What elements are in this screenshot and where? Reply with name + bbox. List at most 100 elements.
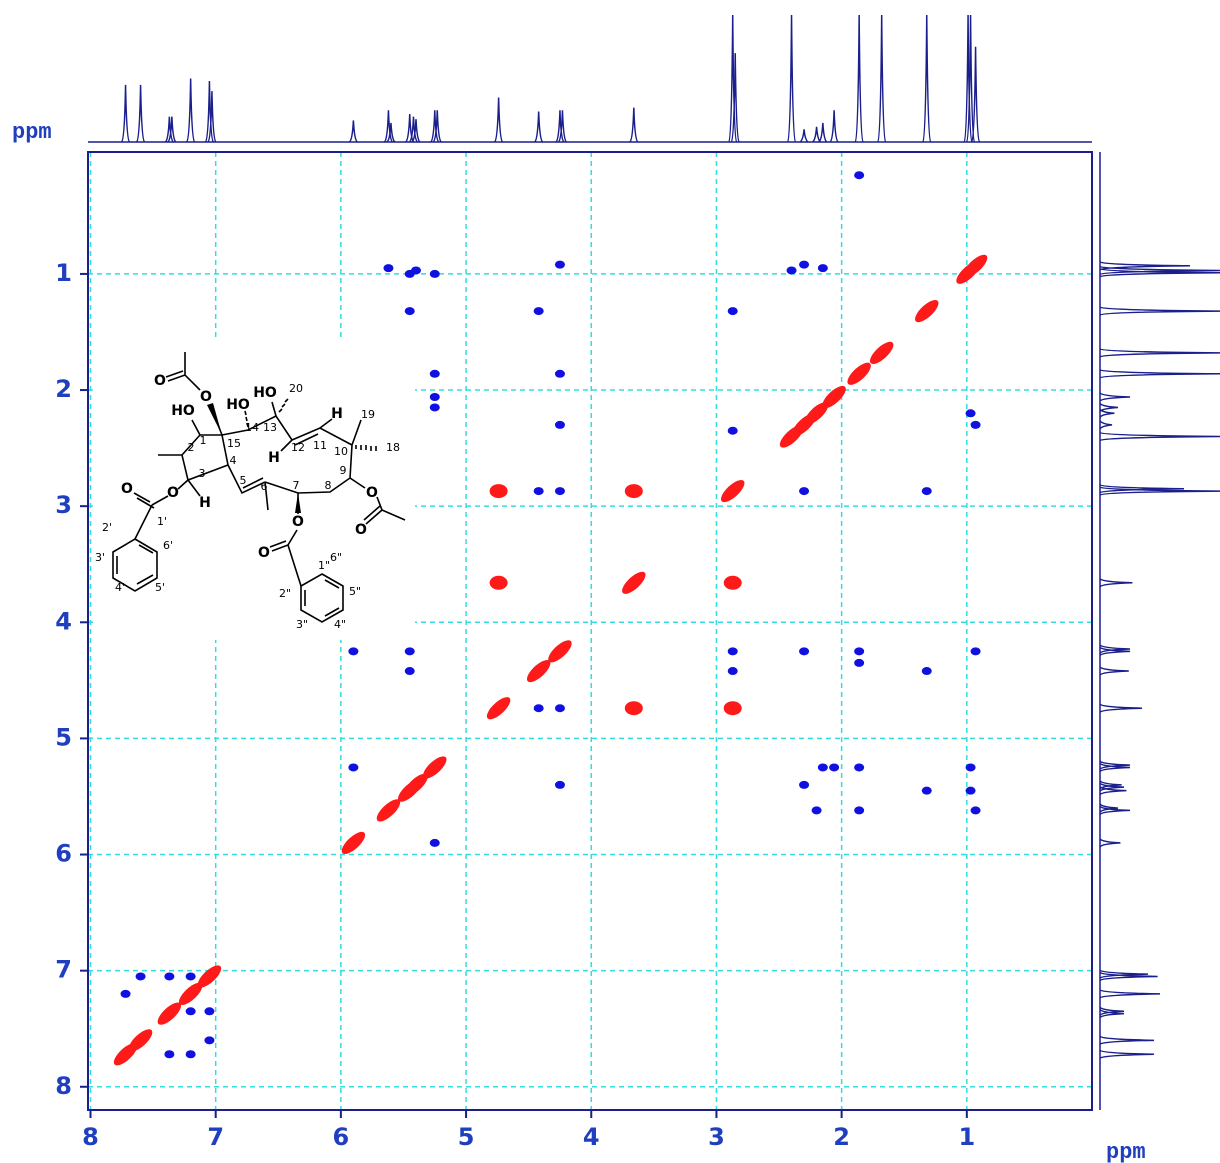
top-projection-peak	[185, 78, 196, 143]
x-tick-label: 4	[583, 1123, 600, 1151]
right-projection-peak	[1099, 484, 1185, 494]
y-tick-label: 2	[55, 375, 72, 403]
cross-peak	[854, 647, 865, 656]
y-tick-label: 8	[55, 1072, 72, 1100]
top-projection-peak	[555, 110, 565, 143]
top-projection-peak	[799, 129, 809, 143]
bonds	[112, 352, 406, 623]
diagonal-peak	[869, 341, 894, 364]
diagonal-peak	[157, 1002, 182, 1025]
atom-label: O	[154, 373, 166, 389]
x-tick-label: 2	[833, 1123, 850, 1151]
cross-peak	[921, 487, 932, 496]
y-tick-label: 7	[55, 956, 72, 984]
cross-peak	[429, 269, 440, 278]
diagonal-peak	[376, 799, 401, 822]
top-projection-peak	[120, 84, 131, 143]
y-tick-label: 3	[55, 491, 72, 519]
diagonal-peak	[197, 965, 222, 988]
atom-number: 1'	[157, 515, 167, 528]
cross-peak	[921, 667, 932, 676]
top-projection-peak	[411, 119, 421, 143]
top-projection-peak	[408, 116, 419, 143]
right-projection-peak	[1099, 703, 1143, 713]
atom-label: O	[167, 485, 179, 501]
right-projection-peak	[1099, 989, 1161, 999]
top-projection-peak	[405, 114, 415, 143]
right-projection-peak	[1099, 402, 1119, 412]
atom-label: H	[268, 450, 280, 466]
cross-peak	[164, 1050, 175, 1059]
cross-peak	[921, 786, 932, 795]
atom-number: 12	[291, 441, 305, 454]
y-tick-label: 5	[55, 723, 72, 751]
atom-number: 20	[289, 382, 303, 395]
diagonal-peak	[341, 831, 366, 855]
cross-peak	[799, 260, 810, 269]
right-projection-peak	[1099, 348, 1220, 358]
right-projection-peak	[1099, 969, 1149, 979]
right-projection-peak	[1099, 306, 1220, 316]
cross-peak	[554, 420, 565, 429]
atom-number: 4"	[334, 618, 346, 631]
cross-peak	[965, 409, 976, 418]
cross-peak	[723, 701, 742, 716]
cross-peak	[799, 780, 810, 789]
cross-peak	[185, 1050, 196, 1059]
cross-peak	[854, 763, 865, 772]
top-projection-peak	[430, 110, 440, 143]
atom-number: 18	[386, 441, 400, 454]
cross-peak	[854, 658, 865, 667]
atom-label: O	[355, 522, 367, 538]
atom-number: 3	[199, 467, 206, 480]
cross-peak	[164, 972, 175, 981]
top-projection-peak	[970, 46, 981, 143]
cross-peak	[965, 786, 976, 795]
diagonal-peak	[847, 362, 871, 385]
right-projection-peak	[1099, 838, 1121, 848]
right-projection-peak	[1099, 780, 1122, 790]
atom-number: 8	[325, 479, 332, 492]
cross-peak	[429, 403, 440, 412]
atom-number: 14	[245, 421, 259, 434]
cross-peak	[185, 972, 196, 981]
top-projection-peak	[383, 110, 394, 143]
cross-peak	[970, 647, 981, 656]
cross-peak	[554, 487, 565, 496]
right-projection-peak	[1099, 431, 1220, 442]
cross-peak	[624, 701, 643, 716]
top-projection-peak	[135, 84, 146, 143]
cross-peak	[348, 647, 359, 656]
atom-number: 4	[230, 454, 237, 467]
right-projection-peak	[1099, 369, 1220, 379]
cross-peak	[120, 989, 131, 998]
diagonal-peak	[622, 571, 646, 594]
diagonal-peak	[526, 659, 551, 683]
right-projection-peak	[1099, 1006, 1125, 1016]
right-projection-peak	[1099, 805, 1131, 815]
cross-peak	[489, 575, 508, 590]
cross-peak	[429, 838, 440, 847]
diagonal-peak	[178, 982, 203, 1005]
top-projection-peak	[432, 110, 442, 143]
right-projection-peak	[1099, 646, 1131, 656]
atom-number: 3'	[95, 551, 105, 564]
cross-peak	[383, 264, 394, 273]
cross-peak	[554, 260, 565, 269]
cross-peak	[727, 667, 738, 676]
cross-peak	[727, 307, 738, 316]
diagonal-peak	[963, 254, 988, 277]
right-projection-peak	[1099, 261, 1191, 271]
atom-label: H	[331, 406, 343, 422]
top-projection-peak	[386, 122, 396, 143]
right-projection-peak	[1099, 1049, 1155, 1059]
x-tick-label: 3	[708, 1123, 725, 1151]
cross-peak	[786, 266, 797, 275]
x-tick-label: 8	[82, 1123, 99, 1151]
top-projection-peak	[629, 107, 639, 143]
top-projection-peak	[557, 110, 568, 143]
cross-peak	[185, 1007, 196, 1016]
diagonal-peak	[720, 479, 745, 503]
top-projection-peak	[534, 111, 544, 143]
